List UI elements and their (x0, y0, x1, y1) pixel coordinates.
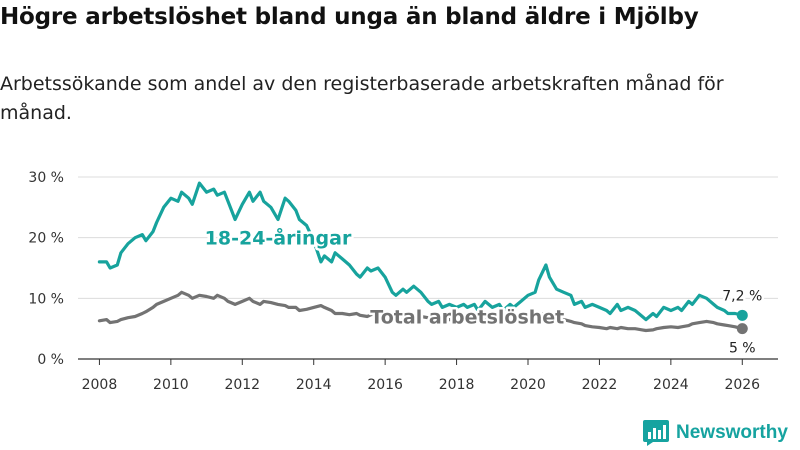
y-tick-label: 10 % (28, 291, 64, 307)
youth-series-label: 18-24-åringar (205, 226, 352, 250)
x-tick-label: 2014 (296, 377, 332, 393)
youth-end-point (736, 309, 748, 321)
axis-layer: 0 % 10 % 20 % 30 % 2008 2010 2012 2014 2016 2018 2… (28, 170, 778, 393)
youth-end-value-label: 7,2 % (722, 288, 762, 304)
y-tick-label: 30 % (28, 170, 64, 186)
x-tick-label: 2016 (367, 377, 403, 393)
chart-title: Högre arbetslöshet bland unga än bland ä… (0, 4, 699, 30)
x-tick-label: 2018 (439, 377, 475, 393)
label-layer: 18-24-åringar Total arbetslöshet 7,2 % 5 % (202, 223, 765, 359)
total-end-value-label: 5 % (729, 341, 756, 357)
series-layer (97, 181, 748, 335)
x-tick-label: 2024 (653, 377, 689, 393)
x-tick-label: 2022 (582, 377, 618, 393)
y-tick-label: 0 % (37, 352, 64, 368)
total-series-label: Total arbetslöshet (370, 307, 564, 329)
x-tick-label: 2020 (510, 377, 546, 393)
x-tick-label: 2008 (82, 377, 118, 393)
chart-subtitle: Arbetssökande som andel av den registerb… (0, 73, 724, 124)
x-tick-label: 2010 (153, 377, 189, 393)
youth-series-line (97, 181, 744, 322)
total-series-line (97, 290, 744, 333)
x-tick-label: 2026 (724, 377, 760, 393)
y-tick-label: 20 % (28, 231, 64, 247)
newsworthy-brand[interactable]: Newsworthy (643, 419, 788, 447)
total-end-point (736, 323, 748, 335)
brand-name: Newsworthy (676, 422, 788, 443)
bar-chart-logo-icon (643, 420, 669, 446)
x-tick-label: 2012 (224, 377, 260, 393)
